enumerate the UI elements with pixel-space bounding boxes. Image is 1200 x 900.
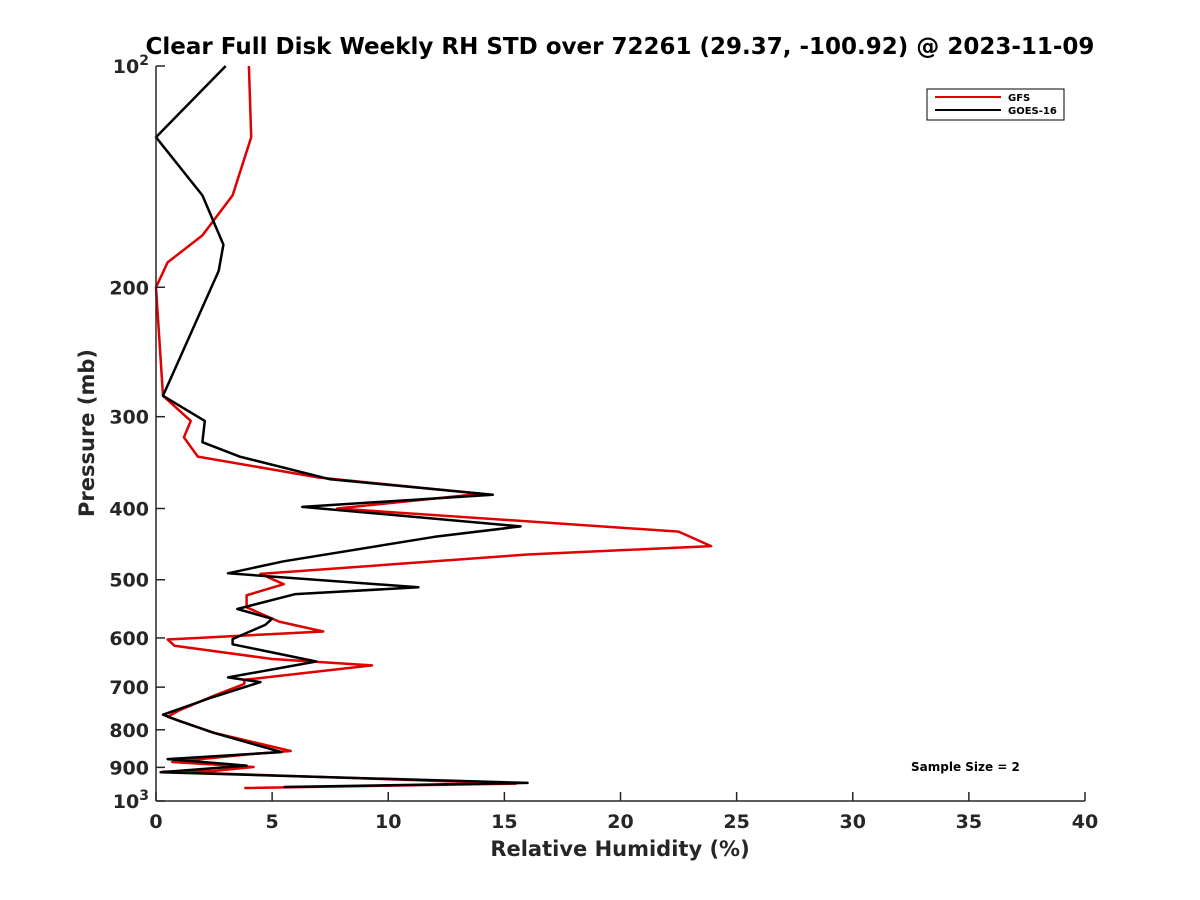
legend-label-goes16: GOES-16 [1008, 106, 1057, 117]
y-tick-label: 102 [113, 53, 149, 78]
legend-box [926, 88, 1065, 121]
chart-title: Clear Full Disk Weekly RH STD over 72261… [146, 34, 1095, 60]
sample-size-annotation: Sample Size = 2 [911, 760, 1020, 774]
y-tick-label: 700 [109, 677, 149, 699]
y-tick-label: 200 [109, 277, 149, 299]
y-tick-label: 900 [109, 757, 149, 779]
x-axis-label: Relative Humidity (%) [490, 837, 749, 861]
legend-label-gfs: GFS [1008, 93, 1030, 104]
x-tick-label: 35 [956, 811, 982, 833]
y-ticks: 102 200 300 400 500 600 700 800 900 103 [109, 53, 165, 813]
x-tick-label: 5 [266, 811, 279, 833]
x-tick-label: 30 [840, 811, 866, 833]
x-tick-label: 15 [491, 811, 517, 833]
y-tick-label: 300 [109, 407, 149, 429]
legend: GFS GOES-16 [926, 88, 1065, 121]
y-tick-label: 500 [109, 570, 149, 592]
x-tick-label: 20 [607, 811, 633, 833]
y-axis-label: Pressure (mb) [75, 349, 99, 517]
y-tick-label: 103 [113, 788, 149, 813]
y-tick-label: 600 [109, 628, 149, 650]
x-tick-label: 40 [1072, 811, 1098, 833]
y-tick-label: 400 [109, 499, 149, 521]
x-tick-label: 25 [723, 811, 749, 833]
x-ticks: 0 5 10 15 20 25 30 35 40 [149, 792, 1098, 833]
plot-area [154, 65, 713, 790]
x-tick-label: 10 [375, 811, 401, 833]
y-tick-label: 800 [109, 720, 149, 742]
x-tick-label: 0 [149, 811, 162, 833]
series-line-goes16 [154, 65, 529, 789]
